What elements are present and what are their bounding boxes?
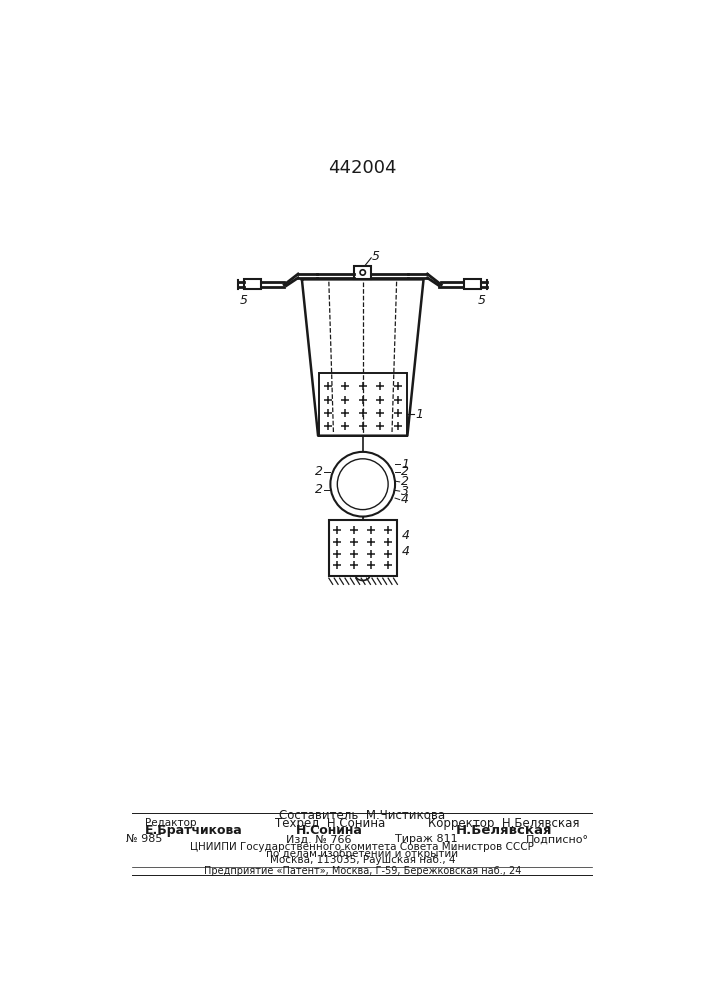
Text: Тираж 811: Тираж 811	[395, 834, 457, 844]
Text: Е.Братчикова: Е.Братчикова	[145, 824, 243, 837]
Text: Подписно°: Подписно°	[526, 834, 589, 844]
Bar	[319, 373, 407, 436]
Text: 2: 2	[315, 465, 322, 478]
Text: 442004: 442004	[329, 159, 397, 177]
Bar	[464, 279, 481, 289]
Text: 3: 3	[402, 485, 409, 498]
Bar	[244, 279, 261, 289]
Text: 4: 4	[402, 493, 409, 506]
Text: 2: 2	[402, 475, 409, 488]
Polygon shape	[302, 279, 423, 436]
Text: 5: 5	[477, 294, 485, 307]
Text: Н.Белявская: Н.Белявская	[455, 824, 552, 837]
Circle shape	[360, 270, 366, 275]
Text: 1: 1	[415, 408, 423, 421]
Bar	[329, 520, 397, 576]
Bar	[354, 266, 371, 279]
Text: 2: 2	[315, 483, 322, 496]
Text: 5: 5	[372, 250, 380, 263]
Text: ЦНИИПИ Государственного комитета Совета Министров СССР: ЦНИИПИ Государственного комитета Совета …	[190, 842, 534, 852]
Text: № 985: № 985	[126, 834, 162, 844]
Text: Составитель  М.Чистикова: Составитель М.Чистикова	[279, 809, 445, 822]
Text: 4: 4	[402, 545, 410, 558]
Text: Н.Сонина: Н.Сонина	[296, 824, 363, 837]
Text: 2: 2	[402, 465, 409, 478]
Text: Москва, 113035, Раушская наб., 4: Москва, 113035, Раушская наб., 4	[269, 855, 455, 865]
Circle shape	[330, 452, 395, 517]
Text: по делам изобретений и открытий: по делам изобретений и открытий	[267, 849, 458, 859]
Text: Корректор  Н.Белявская: Корректор Н.Белявская	[428, 817, 580, 830]
Text: Техред  Н.Сонина: Техред Н.Сонина	[274, 817, 385, 830]
Text: 5: 5	[240, 294, 248, 307]
Text: 1: 1	[402, 458, 409, 471]
Text: Предприятие «Патент», Москва, Г-59, Бережковская наб., 24: Предприятие «Патент», Москва, Г-59, Бере…	[204, 866, 521, 876]
Text: 4: 4	[402, 529, 410, 542]
Text: Редактор: Редактор	[145, 818, 196, 828]
Text: Изд. № 766: Изд. № 766	[286, 834, 351, 844]
